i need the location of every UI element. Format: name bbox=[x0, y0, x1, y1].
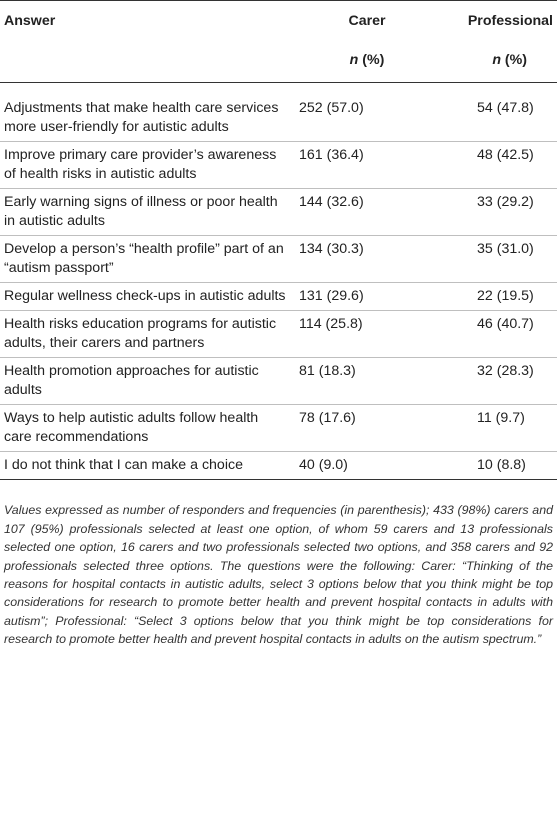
carer-column-header: Carer bbox=[297, 0, 427, 38]
carer-value-cell: 81 (18.3) bbox=[297, 357, 427, 405]
answer-column-header: Answer bbox=[0, 0, 297, 38]
carer-unit-header: n (%) bbox=[297, 38, 427, 83]
carer-unit-pct: (%) bbox=[358, 52, 385, 68]
table-header: Answer Carer Professional n (%) n (%) bbox=[0, 0, 557, 83]
professional-value-cell: 33 (29.2) bbox=[427, 188, 557, 236]
table-row: Health risks education programs for auti… bbox=[0, 310, 557, 358]
table-row: I do not think that I can make a choice 4… bbox=[0, 451, 557, 480]
table-row: Ways to help autistic adults follow heal… bbox=[0, 404, 557, 452]
carer-value-cell: 40 (9.0) bbox=[297, 451, 427, 480]
professional-value-cell: 22 (19.5) bbox=[427, 282, 557, 311]
carer-value-cell: 134 (30.3) bbox=[297, 235, 427, 283]
professional-value-cell: 32 (28.3) bbox=[427, 357, 557, 405]
table-body: Adjustments that make health care servic… bbox=[0, 82, 557, 480]
carer-value-cell: 131 (29.6) bbox=[297, 282, 427, 311]
professional-unit-header: n (%) bbox=[427, 38, 557, 83]
answer-cell: I do not think that I can make a choice bbox=[0, 451, 297, 480]
answer-cell: Health risks education programs for auti… bbox=[0, 310, 297, 358]
unit-row: n (%) n (%) bbox=[0, 38, 557, 83]
carer-value-cell: 144 (32.6) bbox=[297, 188, 427, 236]
professional-value-cell: 35 (31.0) bbox=[427, 235, 557, 283]
carer-unit-n: n bbox=[349, 52, 359, 68]
answer-cell: Early warning signs of illness or poor h… bbox=[0, 188, 297, 236]
carer-value-cell: 78 (17.6) bbox=[297, 404, 427, 452]
professional-value-cell: 54 (47.8) bbox=[427, 82, 557, 142]
answer-cell: Develop a person’s “health profile” part… bbox=[0, 235, 297, 283]
table-row: Develop a person’s “health profile” part… bbox=[0, 235, 557, 283]
answer-cell: Adjustments that make health care servic… bbox=[0, 82, 297, 142]
professional-value-cell: 11 (9.7) bbox=[427, 404, 557, 452]
carer-value-cell: 161 (36.4) bbox=[297, 141, 427, 189]
survey-results-table: Answer Carer Professional n (%) n (%) Ad… bbox=[0, 0, 557, 480]
answer-cell: Health promotion approaches for autistic… bbox=[0, 357, 297, 405]
table-row: Early warning signs of illness or poor h… bbox=[0, 188, 557, 236]
answer-cell: Ways to help autistic adults follow heal… bbox=[0, 404, 297, 452]
carer-value-cell: 252 (57.0) bbox=[297, 82, 427, 142]
prof-unit-n: n bbox=[492, 52, 501, 68]
professional-value-cell: 46 (40.7) bbox=[427, 310, 557, 358]
carer-value-cell: 114 (25.8) bbox=[297, 310, 427, 358]
header-row: Answer Carer Professional bbox=[0, 0, 557, 38]
professional-column-header: Professional bbox=[427, 0, 557, 38]
table-row: Improve primary care provider’s awarenes… bbox=[0, 141, 557, 189]
answer-cell: Improve primary care provider’s awarenes… bbox=[0, 141, 297, 189]
professional-value-cell: 10 (8.8) bbox=[427, 451, 557, 480]
answer-unit-cell bbox=[0, 38, 297, 83]
prof-unit-pct: (%) bbox=[500, 52, 527, 68]
table-row: Regular wellness check-ups in autistic a… bbox=[0, 282, 557, 311]
answer-cell: Regular wellness check-ups in autistic a… bbox=[0, 282, 297, 311]
table-footnote: Values expressed as number of responders… bbox=[4, 503, 553, 647]
table-row: Health promotion approaches for autistic… bbox=[0, 357, 557, 405]
table-row: Adjustments that make health care servic… bbox=[0, 82, 557, 142]
professional-value-cell: 48 (42.5) bbox=[427, 141, 557, 189]
